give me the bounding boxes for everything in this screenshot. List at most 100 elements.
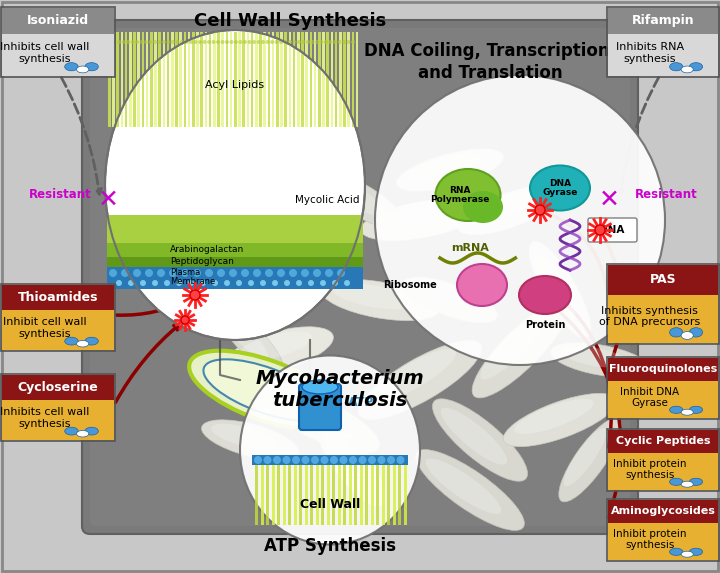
Bar — [2, 309, 114, 350]
Ellipse shape — [397, 149, 503, 191]
Circle shape — [164, 280, 170, 286]
Circle shape — [265, 269, 273, 277]
Ellipse shape — [315, 414, 384, 506]
Bar — [371, 460, 374, 525]
Bar — [354, 460, 357, 525]
Bar — [251, 32, 253, 127]
Ellipse shape — [65, 337, 78, 345]
Bar — [335, 32, 337, 127]
Bar — [365, 460, 368, 525]
Ellipse shape — [189, 351, 341, 429]
Ellipse shape — [458, 185, 562, 235]
Circle shape — [121, 269, 129, 277]
Ellipse shape — [514, 399, 593, 434]
Bar — [167, 32, 169, 127]
Ellipse shape — [415, 450, 524, 531]
Bar — [261, 460, 264, 525]
Circle shape — [328, 40, 333, 44]
Bar — [293, 32, 295, 127]
Ellipse shape — [370, 349, 456, 403]
Ellipse shape — [85, 427, 99, 435]
Bar — [2, 34, 114, 76]
Bar — [608, 381, 718, 418]
Circle shape — [212, 280, 218, 286]
Bar — [294, 460, 297, 525]
Bar — [288, 460, 291, 525]
Circle shape — [152, 280, 158, 286]
Text: Cell Wall Synthesis: Cell Wall Synthesis — [194, 12, 386, 30]
Circle shape — [158, 40, 161, 44]
Bar — [230, 32, 233, 127]
Circle shape — [212, 40, 215, 44]
Ellipse shape — [412, 282, 478, 312]
Text: ATP Synthesis: ATP Synthesis — [264, 537, 396, 555]
Circle shape — [126, 40, 130, 44]
Ellipse shape — [85, 337, 99, 345]
Bar — [200, 32, 203, 127]
Circle shape — [190, 290, 200, 300]
Circle shape — [346, 40, 351, 44]
Circle shape — [337, 269, 345, 277]
Text: Cycloserine: Cycloserine — [17, 381, 99, 394]
Text: Resistant: Resistant — [30, 189, 92, 202]
Bar — [282, 460, 286, 525]
Circle shape — [270, 40, 274, 44]
Ellipse shape — [681, 481, 693, 487]
Text: PAS: PAS — [649, 273, 676, 286]
Ellipse shape — [530, 166, 590, 210]
Ellipse shape — [690, 406, 703, 413]
Bar — [321, 460, 324, 525]
Bar — [225, 32, 228, 127]
Circle shape — [188, 280, 194, 286]
Circle shape — [236, 280, 242, 286]
Bar — [356, 32, 359, 127]
Bar — [315, 460, 318, 525]
Bar — [2, 285, 114, 309]
Circle shape — [220, 40, 225, 44]
Text: Cyclic Peptides: Cyclic Peptides — [616, 437, 710, 446]
Bar — [145, 32, 148, 127]
Bar — [171, 32, 174, 127]
Ellipse shape — [372, 203, 456, 229]
Circle shape — [162, 40, 166, 44]
Ellipse shape — [690, 548, 703, 555]
Circle shape — [193, 269, 201, 277]
Ellipse shape — [463, 191, 503, 223]
Text: Inhibit protein
synthesis: Inhibit protein synthesis — [613, 459, 687, 480]
Circle shape — [277, 269, 285, 277]
Circle shape — [368, 456, 376, 464]
Ellipse shape — [105, 30, 365, 340]
Circle shape — [253, 269, 261, 277]
Text: Mycobacterium
tuberculosis: Mycobacterium tuberculosis — [256, 370, 424, 410]
Circle shape — [333, 40, 337, 44]
Circle shape — [241, 269, 249, 277]
Circle shape — [254, 456, 262, 464]
Ellipse shape — [222, 314, 269, 360]
Bar — [238, 32, 240, 127]
Circle shape — [140, 40, 143, 44]
Bar — [277, 460, 280, 525]
Bar — [255, 460, 258, 525]
Circle shape — [315, 40, 319, 44]
Text: Thioamides: Thioamides — [18, 291, 98, 304]
Circle shape — [306, 40, 310, 44]
Circle shape — [332, 280, 338, 286]
Ellipse shape — [204, 359, 327, 421]
Bar — [112, 32, 114, 127]
Ellipse shape — [76, 430, 89, 437]
Circle shape — [320, 280, 326, 286]
Bar — [234, 32, 236, 127]
Circle shape — [273, 456, 281, 464]
Bar — [299, 460, 302, 525]
Ellipse shape — [690, 328, 703, 337]
Bar — [246, 32, 249, 127]
Ellipse shape — [480, 313, 546, 379]
Bar — [348, 460, 351, 525]
FancyBboxPatch shape — [299, 384, 341, 430]
Bar — [217, 32, 220, 127]
Bar — [382, 460, 384, 525]
Circle shape — [181, 316, 189, 324]
Circle shape — [342, 40, 346, 44]
Text: Resistant: Resistant — [635, 189, 698, 202]
Bar — [608, 500, 718, 523]
